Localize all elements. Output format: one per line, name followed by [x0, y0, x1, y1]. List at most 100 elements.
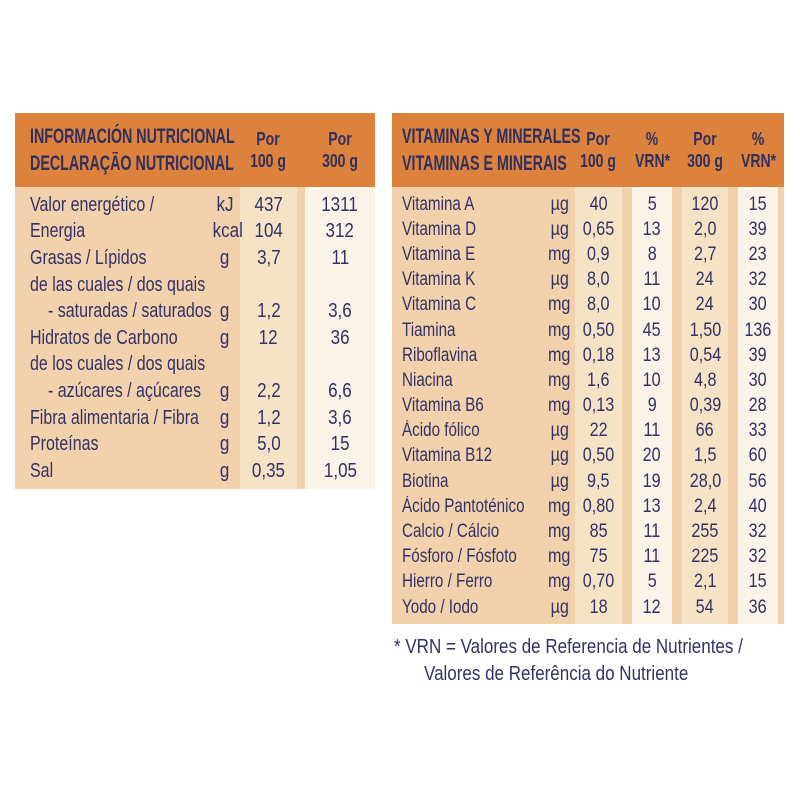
- nutrient-unit: kcal: [212, 220, 243, 243]
- percent-vrn-300g: 32: [749, 521, 767, 543]
- table-row: Hidratos de Carbono g 12 36: [15, 325, 375, 352]
- nutrient-unit: g: [220, 326, 230, 349]
- value-per-300g: 1311: [321, 193, 359, 216]
- value-per-300g: 2,0: [693, 218, 717, 240]
- value-per-100g: 0,35: [251, 459, 286, 482]
- value-per-100g: 0,18: [582, 344, 615, 366]
- vitamins-minerals-body: Vitamina A µg 40 5 120 15 Vitamina D µg …: [392, 187, 784, 625]
- percent-vrn-300g: 60: [749, 445, 767, 467]
- value-per-100g: 0,80: [582, 495, 615, 517]
- vitamin-unit: mg: [548, 395, 571, 417]
- percent-vrn-100g: 8: [647, 243, 657, 265]
- nutrient-label: Valor energético /: [30, 193, 155, 216]
- nutrition-facts-table: INFORMACIÓN NUTRICIONAL DECLARAÇÃO NUTRI…: [15, 113, 375, 489]
- value-per-100g: 1,2: [256, 406, 281, 429]
- vitamin-unit: µg: [550, 596, 569, 618]
- table-row: Sal g 0,35 1,05: [15, 458, 375, 485]
- per-300g-line2: 300 g: [322, 151, 358, 171]
- table-row: Yodo / Iodo µg 18 12 54 36: [392, 595, 784, 620]
- value-per-300g: 36: [330, 326, 350, 349]
- nutrient-label: Grasas / Lípidos: [30, 246, 147, 269]
- vitamin-label: Fósforo / Fósfoto: [402, 546, 517, 568]
- vitamin-label: Biotina: [402, 470, 449, 492]
- vitamin-unit: mg: [548, 294, 571, 316]
- column-highlight-vrn-100g: [632, 187, 672, 625]
- vitamin-unit: µg: [550, 420, 569, 442]
- vitamin-unit: µg: [550, 218, 569, 240]
- percent-vrn-100g: 13: [643, 218, 661, 240]
- title-es: VITAMINAS Y MINERALES: [402, 125, 581, 148]
- nutrient-label: - azúcares / açúcares: [48, 379, 201, 402]
- percent-vrn-300g: 33: [749, 420, 767, 442]
- value-per-100g: 1,2: [256, 300, 281, 323]
- percent-vrn-300g: 40: [749, 495, 767, 517]
- percent-vrn-100g: 45: [643, 319, 661, 341]
- nutrient-unit: [210, 274, 240, 297]
- column-header-vrn-100g: % VRN*: [632, 128, 672, 172]
- percent-vrn-300g: 39: [749, 344, 767, 366]
- vitamin-unit: mg: [548, 521, 571, 543]
- per-100g-line2: 100 g: [580, 151, 617, 171]
- column-header-per-100g: Por 100 g: [240, 128, 297, 172]
- column-highlight-100g: [240, 187, 297, 489]
- vitamins-minerals-rows: Vitamina A µg 40 5 120 15 Vitamina D µg …: [392, 192, 784, 620]
- value-per-300g: 6,6: [328, 379, 352, 402]
- nutrition-facts-rows: Valor energético / kJ 437 1311 Energia k…: [15, 192, 375, 485]
- vitamin-unit: µg: [550, 470, 569, 492]
- table-row: de los cuales / dos quais: [15, 352, 375, 379]
- value-per-300g: 11: [331, 246, 349, 269]
- nutrient-label: Fibra alimentaria / Fibra: [30, 406, 199, 429]
- value-per-300g: 3,6: [328, 406, 352, 429]
- value-per-300g: 2,1: [693, 571, 717, 593]
- table-row: Vitamina B6 mg 0,13 9 0,39 28: [392, 394, 784, 419]
- value-per-300g: 3,6: [328, 300, 352, 323]
- column-highlight-100g: [575, 187, 622, 625]
- vitamin-unit: µg: [550, 193, 569, 215]
- vitamin-unit: mg: [548, 319, 571, 341]
- table-row: Niacina mg 1,6 10 4,8 30: [392, 368, 784, 393]
- nutrient-unit: kJ: [216, 193, 234, 216]
- value-per-300g: 1,05: [323, 459, 357, 482]
- per-100g-line1: Por: [586, 129, 611, 149]
- value-per-300g: 28,0: [689, 470, 721, 492]
- table-row: Tiamina mg 0,50 45 1,50 136: [392, 318, 784, 343]
- nutrient-label: Sal: [30, 459, 54, 482]
- vitamin-label: Vitamina D: [402, 218, 477, 240]
- value-per-100g: 18: [589, 596, 608, 618]
- vrn-footnote-line1: * VRN = Valores de Referencia de Nutrien…: [394, 636, 743, 658]
- value-per-100g: 1,6: [587, 369, 610, 391]
- value-per-300g: 255: [691, 521, 719, 543]
- vitamins-minerals-table: VITAMINAS Y MINERALES VITAMINAS E MINERA…: [392, 113, 784, 625]
- percent-vrn-100g: 5: [647, 571, 657, 593]
- percent-vrn-300g: 56: [749, 470, 767, 492]
- value-per-100g: 12: [259, 326, 278, 349]
- per-300g-line2: 300 g: [687, 151, 723, 171]
- vrn-footnote-line2: Valores de Referência do Nutriente: [424, 663, 689, 685]
- table-row: Valor energético / kJ 437 1311: [15, 192, 375, 219]
- table-row: Energia kcal 104 312: [15, 219, 375, 246]
- vitamin-label: Calcio / Cálcio: [402, 521, 500, 543]
- value-per-300g: 1,50: [689, 319, 721, 341]
- value-per-100g: 0,65: [582, 218, 615, 240]
- column-header-per-300g: Por 300 g: [682, 128, 728, 172]
- nutrient-unit: g: [220, 300, 230, 323]
- vitamin-label: Vitamina C: [402, 294, 477, 316]
- value-per-300g: 4,8: [693, 369, 717, 391]
- nutrient-label: Proteínas: [30, 433, 99, 456]
- vitamin-label: Vitamina A: [402, 193, 475, 215]
- value-per-100g: 5,0: [256, 433, 281, 456]
- nutrient-label: de los cuales / dos quais: [30, 353, 206, 376]
- value-per-300g: 54: [696, 596, 714, 618]
- vitamins-minerals-header: VITAMINAS Y MINERALES VITAMINAS E MINERA…: [392, 113, 784, 187]
- value-per-100g: 0,9: [587, 243, 610, 265]
- vitamin-label: Vitamina K: [402, 269, 476, 291]
- value-per-100g: 40: [589, 193, 608, 215]
- percent-vrn-300g: 30: [749, 369, 767, 391]
- vitamin-label: Yodo / Iodo: [402, 596, 479, 618]
- vrn-300g-line1: %: [751, 129, 765, 149]
- vitamin-label: Ácido Pantoténico: [402, 495, 525, 517]
- value-per-100g: [240, 274, 297, 297]
- value-per-300g: 2,4: [693, 495, 717, 517]
- percent-vrn-300g: 36: [749, 596, 767, 618]
- title-es: INFORMACIÓN NUTRICIONAL: [30, 125, 235, 148]
